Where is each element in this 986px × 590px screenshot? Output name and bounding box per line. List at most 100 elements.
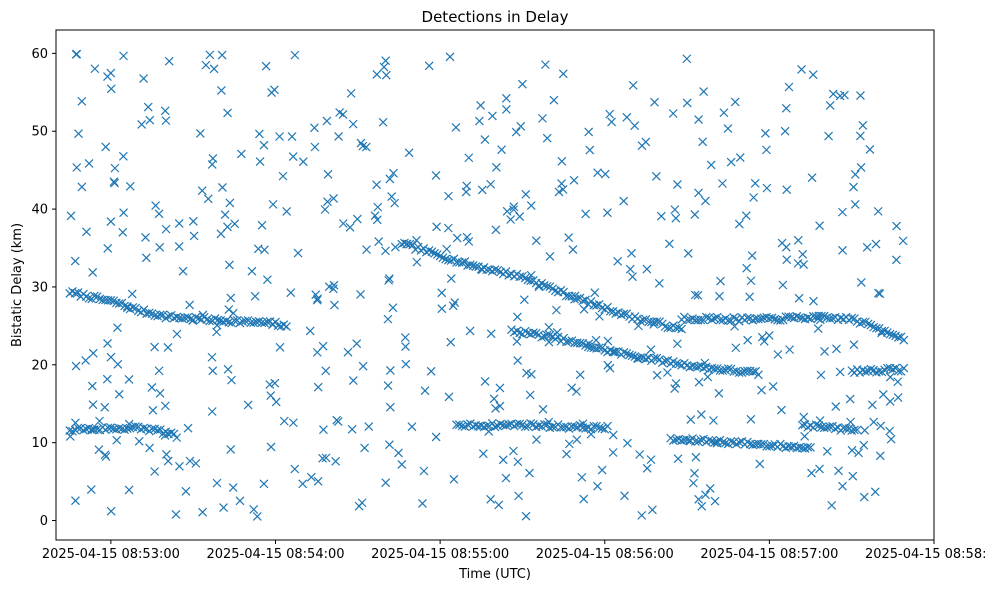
data-point [858,121,868,130]
data-point [358,141,368,151]
data-point [463,420,472,429]
data-point [813,314,823,323]
data-point [223,364,233,374]
data-point [385,402,395,412]
data-point [73,288,83,297]
data-point [88,348,98,358]
data-point [809,296,818,306]
data-point [642,264,652,274]
data-point [654,278,664,288]
data-point [348,119,358,129]
x-tick-label: 2025-04-15 08:54:00 [206,547,344,562]
y-tick-label: 10 [31,436,48,451]
data-point [148,405,158,415]
data-point [260,318,269,328]
data-point [578,419,588,429]
data-point [572,387,581,396]
data-point [641,354,651,364]
data-point [862,242,872,252]
data-point [84,293,94,303]
data-point [835,367,845,377]
data-point [71,496,80,506]
data-point [329,300,339,310]
data-point [189,231,199,241]
data-point [443,223,453,233]
data-point [637,510,647,520]
data-point [318,425,328,435]
data-point [641,137,651,147]
data-point [646,455,656,465]
data-point [813,324,823,334]
data-point [432,250,442,259]
data-point [677,324,686,334]
data-point [164,56,174,66]
data-point [570,291,580,301]
data-point [172,433,182,443]
data-point [216,229,226,239]
data-point [664,239,674,249]
data-point [103,243,113,253]
data-point [807,173,817,183]
data-point [331,456,341,466]
data-point [345,222,355,232]
data-point [236,149,246,159]
data-point [124,375,134,384]
data-point [778,280,788,290]
data-point [257,220,267,230]
data-point [112,435,122,445]
data-point [671,213,681,223]
data-point [114,389,124,399]
data-point [461,187,471,197]
data-point [435,251,445,261]
data-point [519,295,529,305]
data-point [520,422,530,432]
data-point [427,247,437,257]
data-point [131,422,140,431]
data-point [113,323,122,333]
data-point [139,74,149,84]
data-point [290,464,300,474]
data-point [874,366,884,376]
data-point [474,116,484,126]
data-point [515,272,525,282]
data-point [88,400,98,410]
data-point [859,440,869,450]
data-point [847,366,857,376]
data-point [578,296,588,306]
data-point [293,248,303,258]
data-point [714,388,724,398]
data-point [305,326,315,336]
data-point [226,293,236,303]
data-point [600,169,610,179]
data-point [559,422,569,432]
data-point [259,140,269,150]
axis-ticks: 2025-04-15 08:53:00 2025-04-15 08:54:00 20… [31,47,986,562]
data-point [784,312,794,322]
data-point [875,451,885,461]
data-point [710,496,720,506]
data-point [482,421,492,431]
data-point [419,244,429,253]
data-point [477,185,487,195]
data-point [451,122,461,132]
data-point [476,100,486,110]
data-point [562,449,571,459]
data-point [834,466,843,476]
data-point [627,351,637,361]
data-point [652,370,662,380]
data-point [685,436,695,446]
data-point [275,342,285,352]
data-point [886,434,896,444]
data-point [586,429,596,439]
data-point [137,119,147,129]
data-point [87,425,97,435]
data-point [671,359,681,369]
data-point [430,248,440,258]
data-point [723,124,733,133]
data-point [544,322,554,332]
data-point [488,111,497,121]
data-point [513,457,523,467]
data-point [827,500,837,510]
data-point [882,363,892,373]
data-point [570,422,579,431]
